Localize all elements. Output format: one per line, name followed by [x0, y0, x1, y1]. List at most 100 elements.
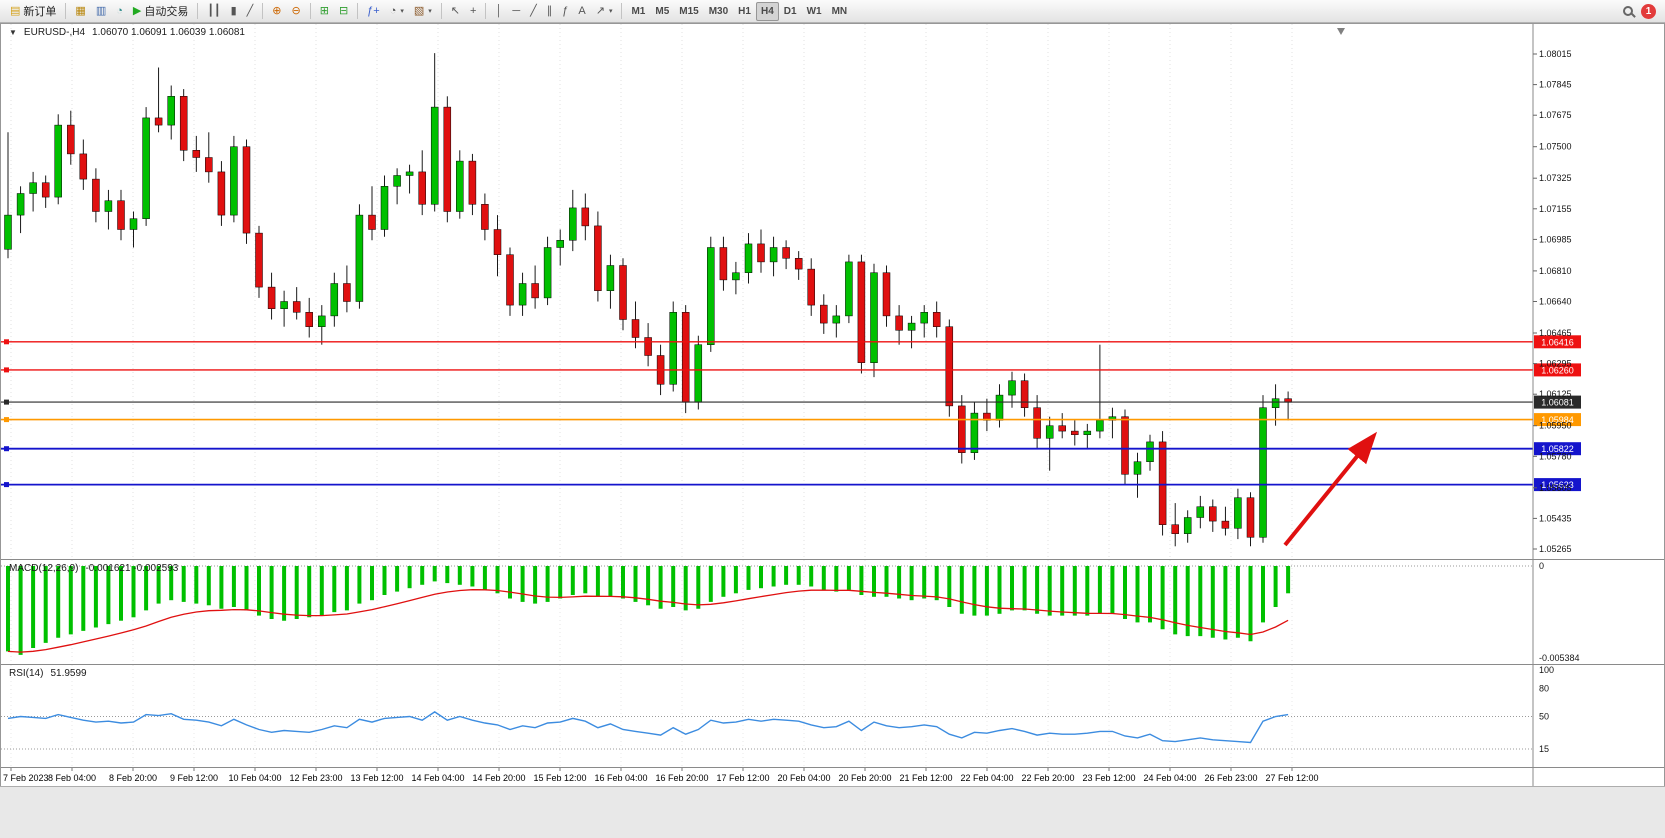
candle[interactable]: [405, 164, 414, 194]
channel-button[interactable]: ∥: [542, 2, 558, 21]
candle[interactable]: [430, 53, 439, 212]
candle[interactable]: [1045, 416, 1054, 471]
candle[interactable]: [556, 229, 564, 266]
candle[interactable]: [1033, 395, 1041, 450]
candle[interactable]: [1020, 373, 1029, 417]
market-watch-button[interactable]: ▥: [91, 2, 111, 21]
candle[interactable]: [707, 236, 715, 352]
candle[interactable]: [456, 150, 464, 219]
candle[interactable]: [355, 204, 364, 309]
candle[interactable]: [870, 263, 878, 378]
pivot-line-handle[interactable]: [4, 417, 9, 423]
candle[interactable]: [895, 305, 903, 345]
candle[interactable]: [769, 236, 778, 277]
price-chart-canvas[interactable]: 1.06416 1.06260 1.06081 1.05984 1.05822 1.056…: [1, 24, 1664, 559]
candle[interactable]: [67, 110, 75, 165]
candle[interactable]: [267, 272, 276, 320]
candle[interactable]: [1071, 420, 1079, 446]
vertical-line-button[interactable]: │: [490, 2, 507, 21]
candle[interactable]: [481, 193, 489, 241]
cursor-button[interactable]: ↖: [446, 2, 465, 21]
collapse-chart-button[interactable]: ▼: [9, 28, 17, 37]
candle[interactable]: [1196, 495, 1205, 529]
candle[interactable]: [920, 305, 928, 338]
candle[interactable]: [29, 171, 37, 212]
candle[interactable]: [757, 229, 765, 273]
candle[interactable]: [117, 189, 125, 241]
line-chart-button[interactable]: ╱: [242, 2, 259, 21]
candle[interactable]: [606, 254, 615, 309]
candle[interactable]: [167, 85, 175, 140]
timeframe-m15-button[interactable]: M15: [674, 2, 703, 21]
candle[interactable]: [694, 335, 703, 410]
candle[interactable]: [594, 211, 602, 302]
price-chart-panel[interactable]: 1.06416 1.06260 1.06081 1.05984 1.05822 1.056…: [1, 24, 1664, 559]
candle[interactable]: [205, 132, 213, 183]
candle[interactable]: [1083, 423, 1092, 450]
candle[interactable]: [305, 297, 313, 338]
resistance-line-1-handle[interactable]: [4, 339, 9, 345]
time-axis-canvas[interactable]: 7 Feb 2023 8 Feb 04:00 8 Feb 20:00 9 Feb 12…: [1, 768, 1664, 787]
candle[interactable]: [54, 114, 62, 205]
timeframe-d1-button[interactable]: D1: [779, 2, 802, 21]
periods-button[interactable]: ◔ ▾: [385, 2, 409, 21]
candle[interactable]: [1146, 434, 1154, 471]
candle[interactable]: [1259, 395, 1267, 543]
new-chart-button[interactable]: ⊟: [334, 2, 353, 21]
candle[interactable]: [619, 258, 627, 331]
candle[interactable]: [1221, 506, 1230, 536]
rsi-canvas[interactable]: 100 80 50 15: [1, 665, 1664, 767]
candle[interactable]: [418, 150, 426, 216]
text-button[interactable]: A: [573, 2, 590, 21]
candle[interactable]: [154, 67, 163, 133]
time-axis[interactable]: 7 Feb 2023 8 Feb 04:00 8 Feb 20:00 9 Feb 12…: [1, 767, 1664, 787]
macd-panel[interactable]: 0 -0.005384 MACD(12,26,9) -0.001621 -0.00…: [1, 559, 1664, 664]
resistance-line-2-handle[interactable]: [4, 367, 9, 373]
candle[interactable]: [292, 287, 301, 320]
templates-button[interactable]: ▧ ▾: [409, 2, 437, 21]
macd-canvas[interactable]: 0 -0.005384: [1, 560, 1664, 664]
candle[interactable]: [179, 89, 188, 162]
dropdown-arrow-icon[interactable]: ▾: [608, 8, 613, 15]
zoom-in-button[interactable]: ⊕: [267, 2, 286, 21]
candle[interactable]: [79, 139, 88, 190]
timeframe-h1-button[interactable]: H1: [733, 2, 756, 21]
dropdown-arrow-icon[interactable]: ▾: [428, 8, 432, 15]
fibonacci-button[interactable]: ƒ: [557, 2, 573, 21]
chart-window-button[interactable]: ▦: [70, 2, 90, 21]
candle[interactable]: [581, 193, 590, 241]
candle[interactable]: [368, 186, 376, 241]
crosshair-button[interactable]: +: [465, 2, 481, 21]
candle[interactable]: [318, 305, 326, 345]
candle[interactable]: [280, 290, 288, 327]
candle[interactable]: [129, 211, 138, 248]
candle[interactable]: [493, 215, 502, 277]
notification-badge[interactable]: 1: [1641, 3, 1656, 19]
candle[interactable]: [681, 305, 690, 414]
candle[interactable]: [255, 225, 263, 298]
candle[interactable]: [1246, 492, 1255, 547]
candle[interactable]: [1171, 503, 1179, 547]
timeframe-m1-button[interactable]: M1: [626, 2, 650, 21]
candle[interactable]: [958, 395, 966, 464]
tile-windows-button[interactable]: ⊞: [315, 2, 334, 21]
dropdown-arrow-icon[interactable]: ▾: [400, 8, 404, 15]
candle[interactable]: [882, 265, 891, 327]
chart-shift-marker[interactable]: [1337, 28, 1345, 35]
candle[interactable]: [719, 236, 728, 291]
bar-chart-button[interactable]: ┃┃: [202, 2, 225, 21]
candle[interactable]: [468, 153, 477, 216]
candle[interactable]: [631, 301, 640, 349]
candle[interactable]: [543, 236, 552, 306]
candle[interactable]: [1183, 510, 1192, 543]
zoom-out-button[interactable]: ⊖: [287, 2, 306, 21]
candle[interactable]: [230, 135, 238, 223]
candle[interactable]: [192, 135, 201, 172]
candle[interactable]: [807, 258, 815, 316]
candle[interactable]: [1058, 413, 1066, 439]
candle[interactable]: [16, 186, 25, 234]
candle[interactable]: [1234, 488, 1242, 540]
candle[interactable]: [242, 139, 251, 244]
arrows-button[interactable]: ↗ ▾: [591, 2, 618, 21]
price-scale[interactable]: 1.08015 1.07845 1.07675 1.07500 1.07325 1.071…: [1532, 24, 1572, 559]
